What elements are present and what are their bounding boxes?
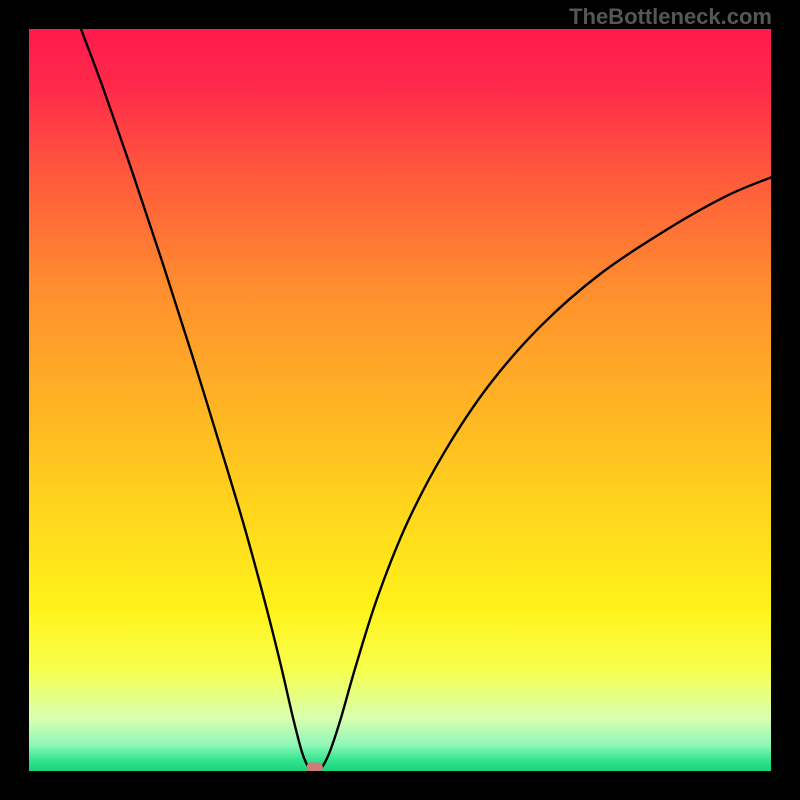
bottleneck-chart <box>29 29 771 771</box>
chart-background <box>29 29 771 771</box>
optimal-marker <box>307 762 323 771</box>
watermark-text: TheBottleneck.com <box>569 4 772 30</box>
chart-frame: TheBottleneck.com <box>0 0 800 800</box>
